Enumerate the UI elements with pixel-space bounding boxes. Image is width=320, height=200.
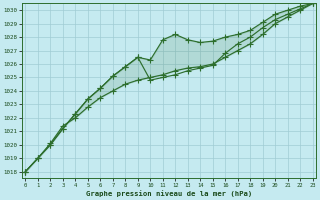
X-axis label: Graphe pression niveau de la mer (hPa): Graphe pression niveau de la mer (hPa)	[86, 190, 252, 197]
